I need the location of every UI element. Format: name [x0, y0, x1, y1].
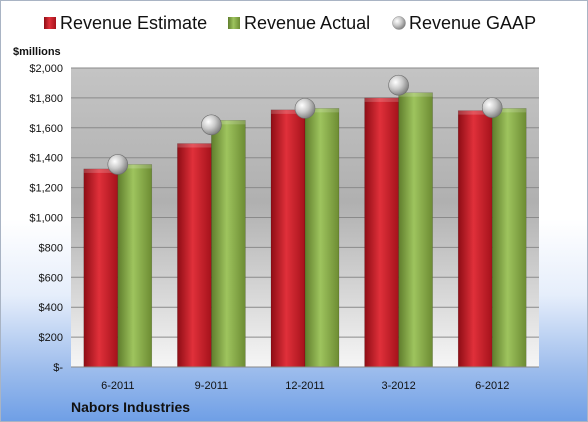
y-tick-label: $400: [39, 302, 63, 314]
bar-top-highlight: [177, 143, 212, 148]
x-axis-ticks: 6-2011 9-2011 12-2011 3-2012 6-2012: [101, 380, 509, 392]
bar-top-highlight: [271, 109, 305, 114]
gaap-marker: [294, 98, 316, 119]
gaap-marker: [201, 114, 222, 136]
gaap-marker: [388, 74, 409, 96]
legend-label: Revenue Estimate: [60, 13, 207, 33]
bar-top-highlight: [211, 120, 246, 125]
legend-swatch: [44, 17, 56, 29]
legend-swatch: [392, 16, 406, 30]
bar-revenue-estimate: [364, 97, 399, 368]
y-tick-label: $1,200: [29, 183, 63, 195]
company-name: Nabors Industries: [71, 399, 190, 415]
bar-top-highlight: [398, 92, 433, 97]
gaap-marker: [481, 97, 503, 118]
y-tick-label: $200: [39, 332, 63, 344]
legend: Revenue Estimate Revenue Actual Revenue GA…: [44, 13, 536, 33]
bar-revenue-actual: [211, 120, 246, 368]
x-tick-label: 6-2011: [101, 380, 134, 392]
bar-revenue-estimate: [270, 109, 306, 368]
x-tick-label: 12-2011: [285, 380, 325, 392]
x-tick-label: 9-2011: [195, 380, 228, 392]
bar-revenue-actual: [398, 92, 433, 368]
bar-revenue-estimate: [457, 110, 493, 368]
bar-top-highlight: [458, 110, 493, 115]
bar-top-highlight: [492, 108, 527, 113]
bar-top-highlight: [305, 108, 339, 113]
unit-label: $millions: [13, 46, 61, 58]
bar-top-highlight: [364, 97, 399, 102]
bar-revenue-estimate: [83, 168, 119, 368]
legend-swatch: [228, 17, 240, 29]
bar-top-highlight: [83, 168, 118, 173]
y-tick-label: $800: [39, 242, 63, 254]
y-tick-label: $600: [39, 272, 63, 284]
legend-label: Revenue Actual: [244, 13, 370, 33]
x-tick-label: 6-2012: [475, 380, 509, 392]
bar-top-highlight: [117, 164, 152, 169]
y-tick-label: $-: [53, 362, 63, 374]
x-tick-label: 3-2012: [381, 380, 415, 392]
y-axis-ticks: $- $200 $400 $600 $800 $1,000 $1,200 $1,400 $1,6…: [29, 63, 63, 374]
gaap-marker: [107, 154, 129, 175]
y-tick-label: $1,600: [29, 123, 63, 135]
y-tick-label: $1,000: [29, 213, 63, 225]
gaap-markers: [107, 74, 503, 175]
legend-label: Revenue GAAP: [409, 13, 536, 33]
y-tick-label: $1,400: [29, 153, 63, 165]
bar-revenue-actual: [491, 108, 527, 368]
y-tick-label: $2,000: [29, 63, 63, 75]
y-tick-label: $1,800: [29, 93, 63, 105]
bar-revenue-actual: [117, 164, 153, 368]
bars: [83, 92, 527, 368]
bar-revenue-estimate: [177, 143, 212, 368]
bar-revenue-actual: [304, 108, 340, 368]
